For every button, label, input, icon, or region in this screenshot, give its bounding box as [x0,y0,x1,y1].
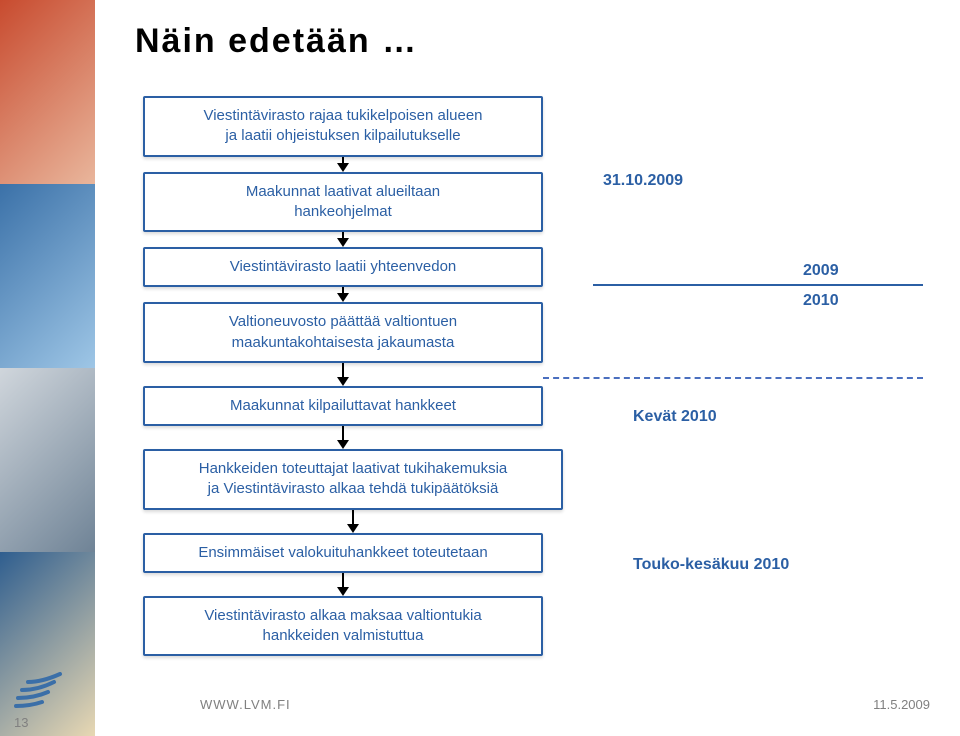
flow-node-text: Valtioneuvosto päättää valtiontuenmaakun… [229,313,457,350]
flow-node: Maakunnat laativat alueiltaanhankeohjelm… [143,172,543,233]
flow-node-text: Maakunnat kilpailuttavat hankkeet [230,397,456,414]
flow-node-text: Viestintävirasto alkaa maksaa valtiontuk… [204,607,481,644]
year-label-bottom: 2010 [803,292,839,310]
arrow-down-icon [337,377,349,386]
arrow-connector [342,363,344,377]
flow-node-text: Hankkeiden toteuttajat laativat tukihake… [199,460,508,497]
arrow-connector [342,426,344,440]
date-annotation: 31.10.2009 [603,172,683,190]
slide-number: 13 [14,715,28,730]
arrow-connector [342,573,344,587]
sidebar-image-strip [0,0,95,736]
year-divider-line [593,284,923,286]
arrow-down-icon [337,293,349,302]
arrow-down-icon [347,524,359,533]
step7-annotation: Touko-kesäkuu 2010 [633,556,789,574]
arrow-down-icon [337,163,349,172]
slide: Näin edetään … Viestintävirasto rajaa tu… [0,0,960,736]
flow-node: Viestintävirasto rajaa tukikelpoisen alu… [143,96,543,157]
flow-node: Viestintävirasto alkaa maksaa valtiontuk… [143,596,543,657]
flow-node: Maakunnat kilpailuttavat hankkeet [143,386,543,426]
footer-date: 11.5.2009 [873,697,930,712]
step5-annotation: Kevät 2010 [633,408,717,426]
sidebar-band [0,368,95,552]
arrow-down-icon [337,440,349,449]
content-area: Näin edetään … Viestintävirasto rajaa tu… [95,0,960,736]
page-title: Näin edetään … [135,22,418,61]
flowchart: Viestintävirasto rajaa tukikelpoisen alu… [143,96,903,656]
arrow-down-icon [337,238,349,247]
flow-node: Viestintävirasto laatii yhteenvedon [143,247,543,287]
arrow-connector [352,510,354,524]
ministry-logo-icon [12,672,72,714]
flow-node-text: Ensimmäiset valokuituhankkeet toteutetaa… [198,544,487,561]
year-label-top: 2009 [803,262,839,280]
sidebar-band [0,184,95,368]
year-divider-dashed [543,377,923,379]
footer-url: WWW.LVM.FI [200,697,291,712]
flow-node: Valtioneuvosto päättää valtiontuenmaakun… [143,302,543,363]
arrow-down-icon [337,587,349,596]
flow-node-text: Maakunnat laativat alueiltaanhankeohjelm… [246,183,440,220]
flow-node: Hankkeiden toteuttajat laativat tukihake… [143,449,563,510]
flow-node-text: Viestintävirasto laatii yhteenvedon [230,258,457,275]
flow-node-text: Viestintävirasto rajaa tukikelpoisen alu… [203,107,482,144]
sidebar-band [0,0,95,184]
flow-node: Ensimmäiset valokuituhankkeet toteutetaa… [143,533,543,573]
